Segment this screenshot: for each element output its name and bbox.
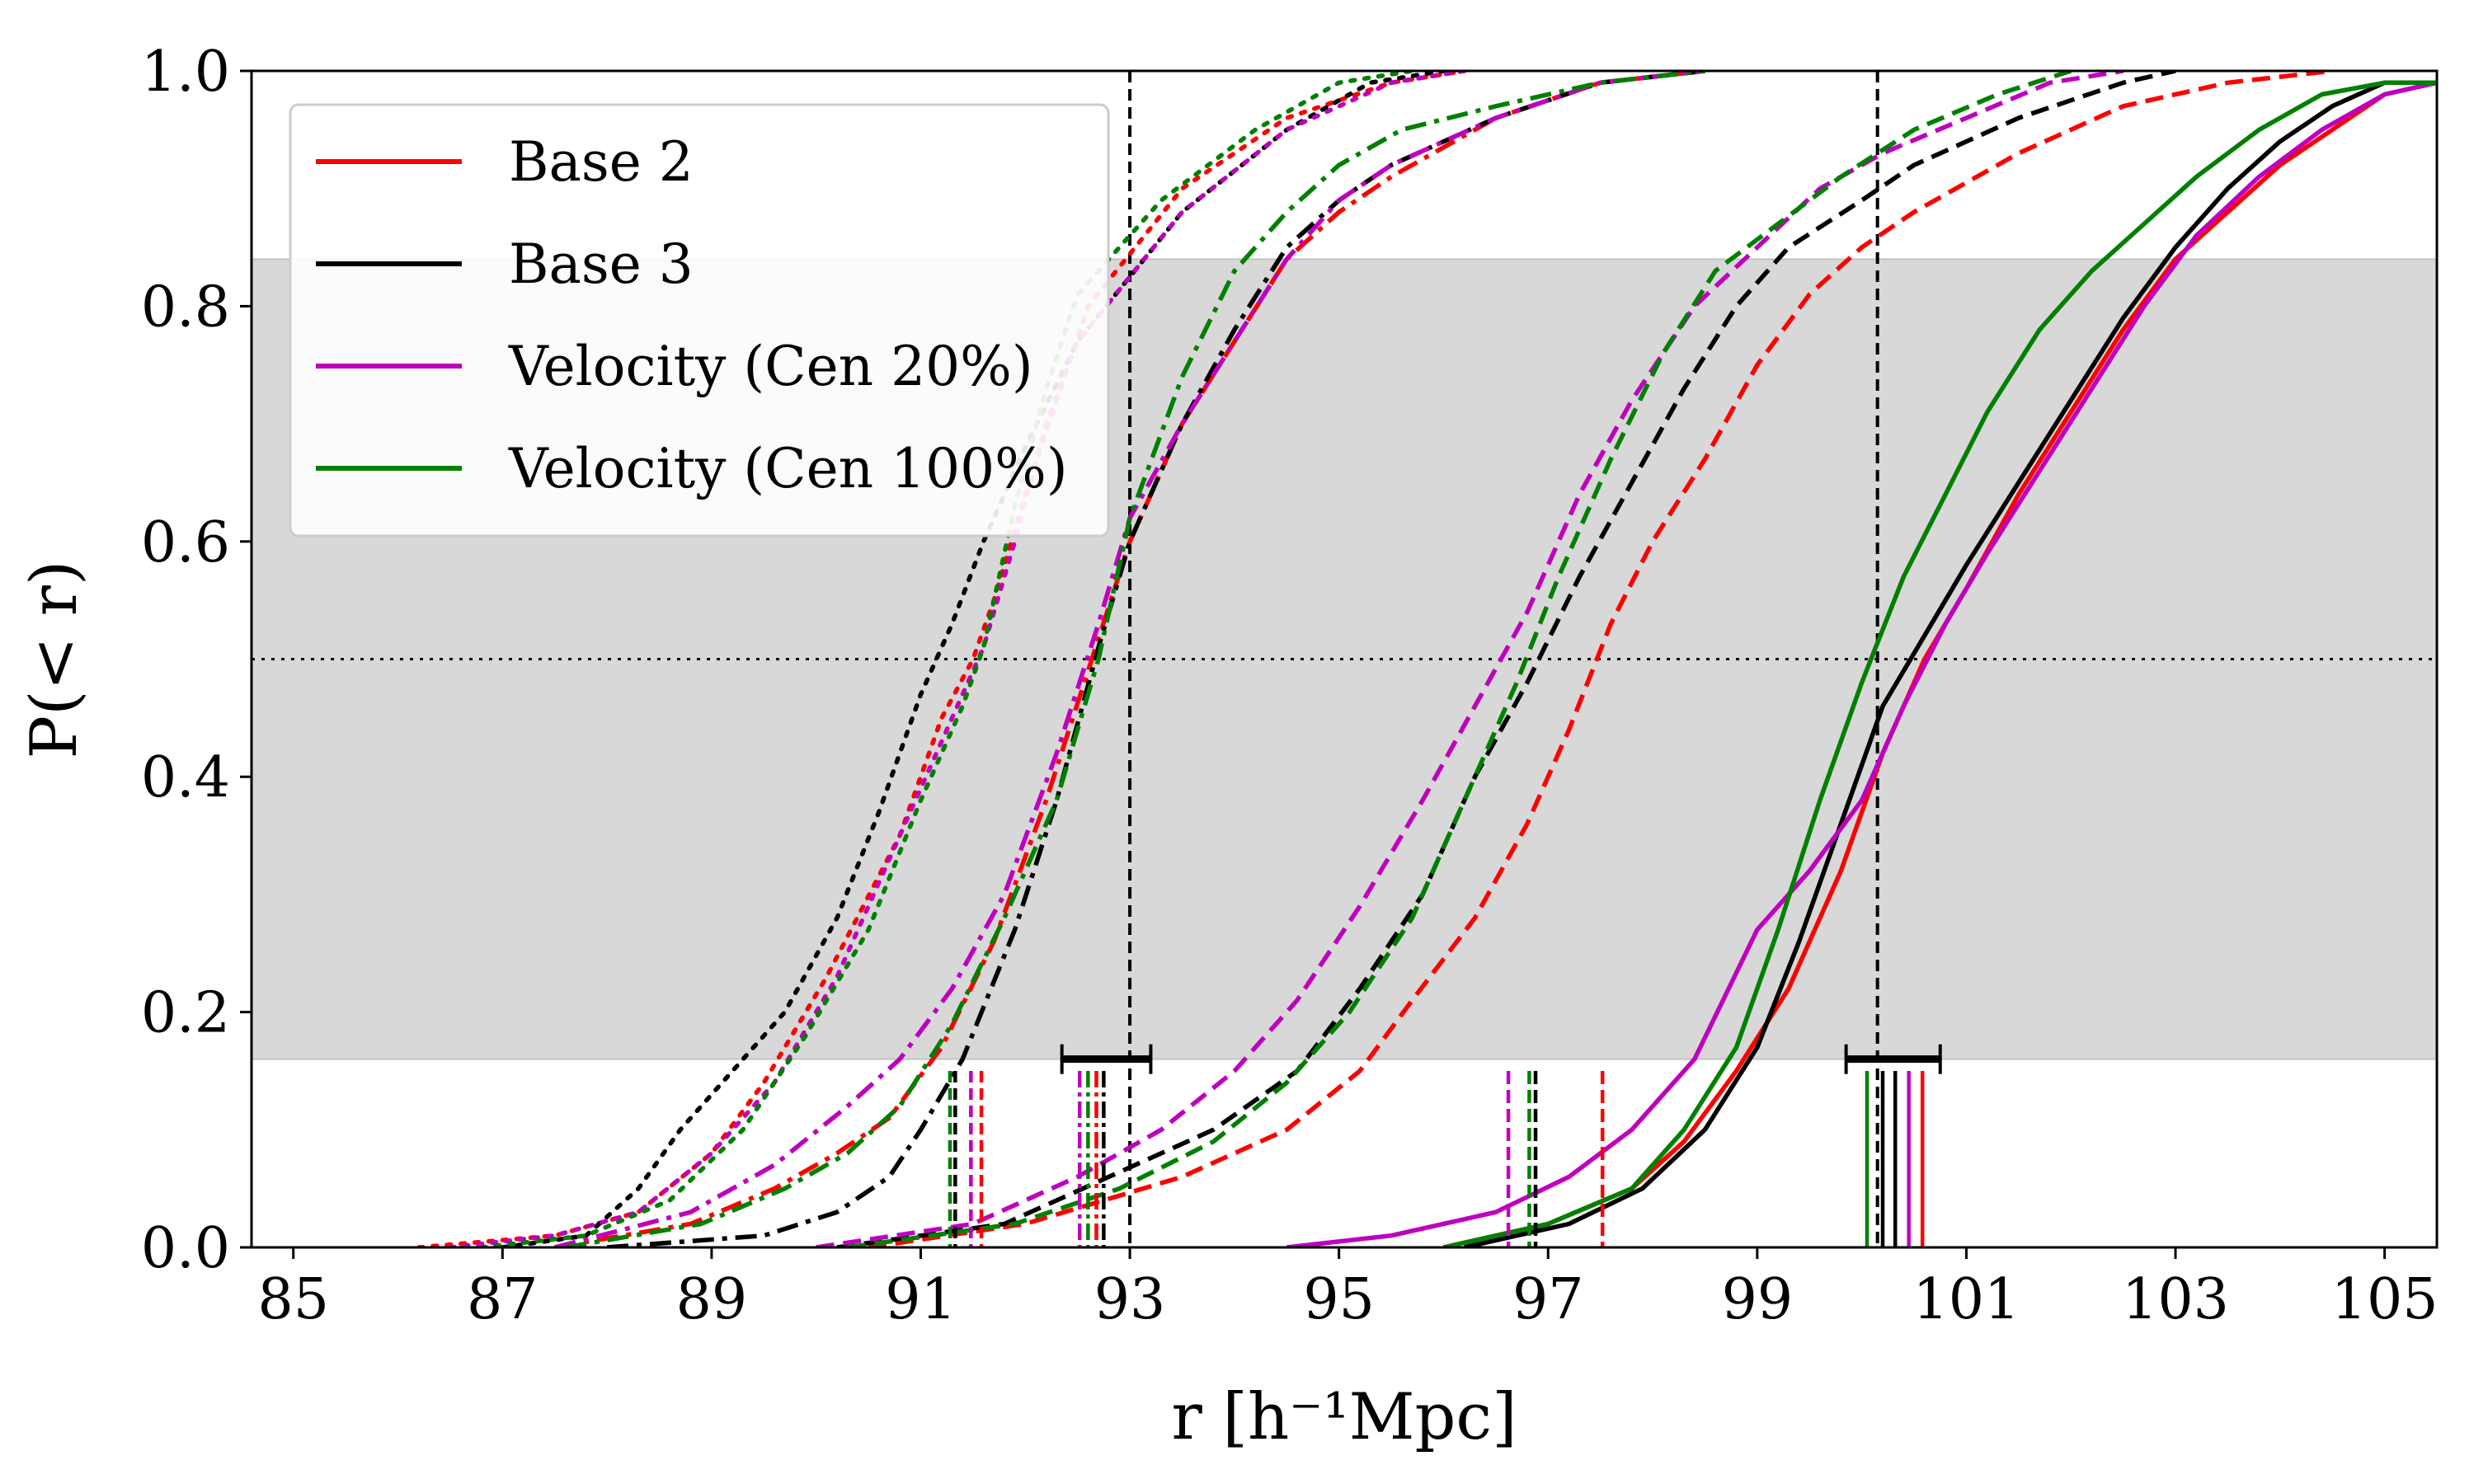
legend-label-base2: Base 2 xyxy=(509,130,694,194)
y-tick-label-4: 0.8 xyxy=(141,275,230,340)
x-tick-label-10: 105 xyxy=(2331,1267,2439,1332)
x-tick-label-9: 103 xyxy=(2122,1267,2229,1332)
legend-box xyxy=(289,103,1110,538)
series-line-8 xyxy=(868,71,2333,1247)
x-tick-label-7: 99 xyxy=(1722,1267,1794,1332)
x-tick-label-3: 91 xyxy=(885,1267,957,1332)
series-line-5 xyxy=(606,71,1705,1247)
y-axis-label: P(< r) xyxy=(17,561,92,759)
error-bars-group xyxy=(1060,1044,1942,1074)
legend: Base 2 Base 3 Velocity (Cen 20%) Velocit… xyxy=(289,103,1110,538)
y-axis-ticks: 0.0 0.2 0.4 0.6 0.8 1.0 xyxy=(141,40,252,1281)
y-tick-label-1: 0.2 xyxy=(141,981,230,1046)
x-tick-label-6: 97 xyxy=(1512,1267,1584,1332)
median-markers-group xyxy=(948,1070,1925,1247)
series-line-10 xyxy=(816,71,2124,1247)
legend-label-base3: Base 3 xyxy=(509,232,694,296)
y-tick-label-2: 0.4 xyxy=(141,745,230,810)
x-axis-ticks: 85 87 89 91 93 95 97 99 101 103 105 xyxy=(257,1247,2439,1332)
series-line-4 xyxy=(554,71,1705,1247)
series-line-9 xyxy=(836,71,2176,1247)
series-line-7 xyxy=(564,71,1705,1247)
series-line-6 xyxy=(554,71,1705,1247)
series-group xyxy=(416,71,2437,1247)
x-tick-label-0: 85 xyxy=(257,1267,329,1332)
series-line-2 xyxy=(448,71,1467,1247)
x-tick-label-5: 95 xyxy=(1303,1267,1375,1332)
y-tick-label-3: 0.6 xyxy=(141,510,230,575)
x-tick-label-2: 89 xyxy=(676,1267,748,1332)
x-axis-label: r [h⁻¹Mpc] xyxy=(1171,1380,1517,1454)
x-tick-label-1: 87 xyxy=(467,1267,539,1332)
series-line-11 xyxy=(847,71,2072,1247)
legend-label-velocity-cen20: Velocity (Cen 20%) xyxy=(508,335,1033,398)
series-line-1 xyxy=(500,71,1446,1247)
x-tick-label-4: 93 xyxy=(1094,1267,1166,1332)
series-line-15 xyxy=(1442,80,2437,1247)
x-tick-label-8: 101 xyxy=(1913,1267,2020,1332)
series-line-3 xyxy=(479,71,1415,1247)
plot-frame xyxy=(250,69,2439,1249)
series-line-14 xyxy=(1286,80,2437,1247)
y-tick-label-0: 0.0 xyxy=(141,1216,230,1281)
legend-label-velocity-cen100: Velocity (Cen 100%) xyxy=(508,437,1068,500)
y-tick-label-5: 1.0 xyxy=(141,40,230,105)
series-line-13 xyxy=(1464,80,2437,1247)
reference-lines-group xyxy=(252,71,2437,1247)
